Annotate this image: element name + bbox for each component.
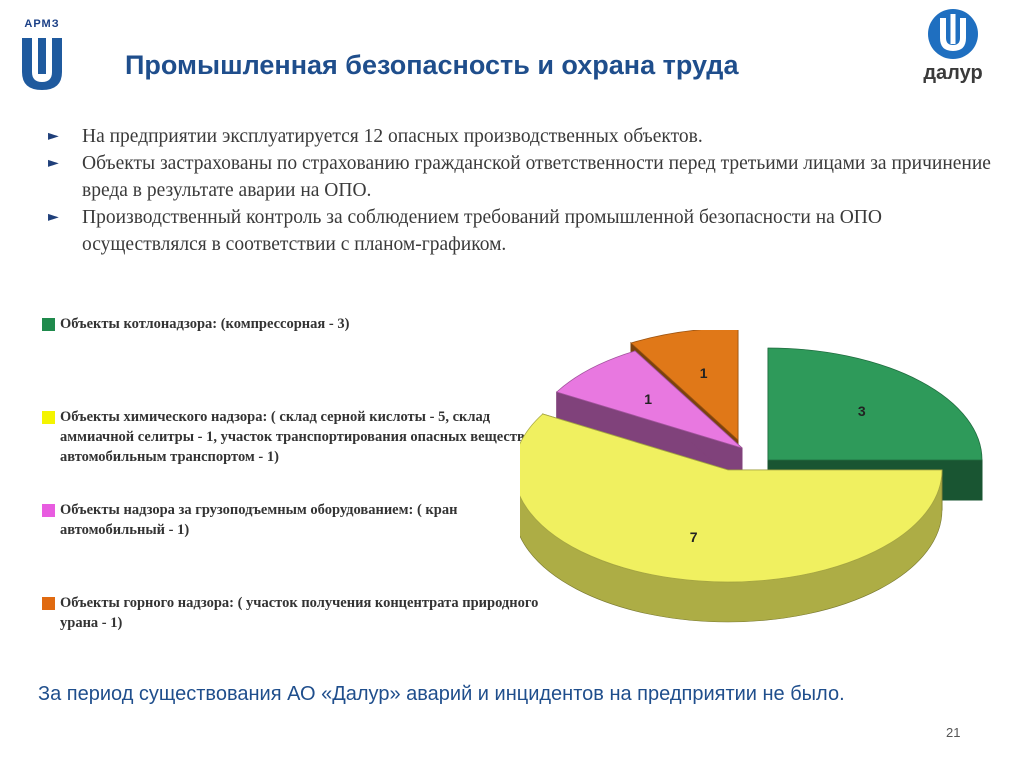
slice-chemical [520, 413, 943, 583]
bullet-list: ► На предприятии эксплуатируется 12 опас… [48, 123, 998, 258]
legend-swatch [42, 597, 55, 610]
triangle-bullet-icon: ► [48, 128, 59, 144]
bullet-item: ► Производственный контроль за соблюдени… [48, 204, 998, 258]
dalur-logo-text: далур [923, 62, 983, 84]
armz-logo-text: АРМЗ [24, 18, 60, 30]
pie-tops [520, 330, 983, 583]
bullet-text: На предприятии эксплуатируется 12 опасны… [82, 126, 703, 147]
legend-label: Объекты котлонадзора: (компрессорная - 3… [60, 316, 350, 332]
armz-logo: АРМЗ [14, 18, 70, 94]
legend-swatch [42, 504, 55, 517]
legend-swatch [42, 411, 55, 424]
bullet-item: ► Объекты застрахованы по страхованию гр… [48, 150, 998, 204]
triangle-bullet-icon: ► [48, 209, 59, 225]
legend-item-lifting: Объекты надзора за грузоподъемным оборуд… [40, 500, 540, 540]
triangle-bullet-icon: ► [48, 155, 59, 171]
dalur-logo: далур [910, 6, 1010, 86]
footer-statement: За период существования АО «Далур» авари… [38, 683, 845, 705]
legend-label: Объекты химического надзора: ( склад сер… [60, 409, 525, 465]
slice-lifting [555, 350, 743, 449]
legend-item-chemical: Объекты химического надзора: ( склад сер… [40, 407, 540, 467]
dalur-logo-icon [928, 9, 978, 59]
data-label-slice-lifting: 1 [644, 391, 652, 407]
data-label-slice-chemical: 7 [690, 529, 698, 545]
legend-item-mining: Объекты горного надзора: ( участок получ… [40, 593, 540, 633]
page-title: Промышленная безопасность и охрана труда [125, 50, 739, 80]
bullet-text: Производственный контроль за соблюдением… [82, 207, 882, 255]
legend-swatch [42, 318, 55, 331]
bullet-item: ► На предприятии эксплуатируется 12 опас… [48, 123, 998, 150]
slice-mining [630, 330, 739, 441]
legend-label: Объекты горного надзора: ( участок получ… [60, 595, 539, 631]
legend-item-boiler: Объекты котлонадзора: (компрессорная - 3… [40, 314, 540, 334]
data-label-slice-boiler: 3 [858, 403, 866, 419]
data-label-slice-mining: 1 [700, 365, 708, 381]
armz-logo-icon [22, 38, 62, 90]
page-number: 21 [946, 725, 961, 740]
bullet-text: Объекты застрахованы по страхованию граж… [82, 153, 991, 201]
legend-label: Объекты надзора за грузоподъемным оборуд… [60, 502, 458, 538]
slice-boiler [767, 347, 983, 461]
